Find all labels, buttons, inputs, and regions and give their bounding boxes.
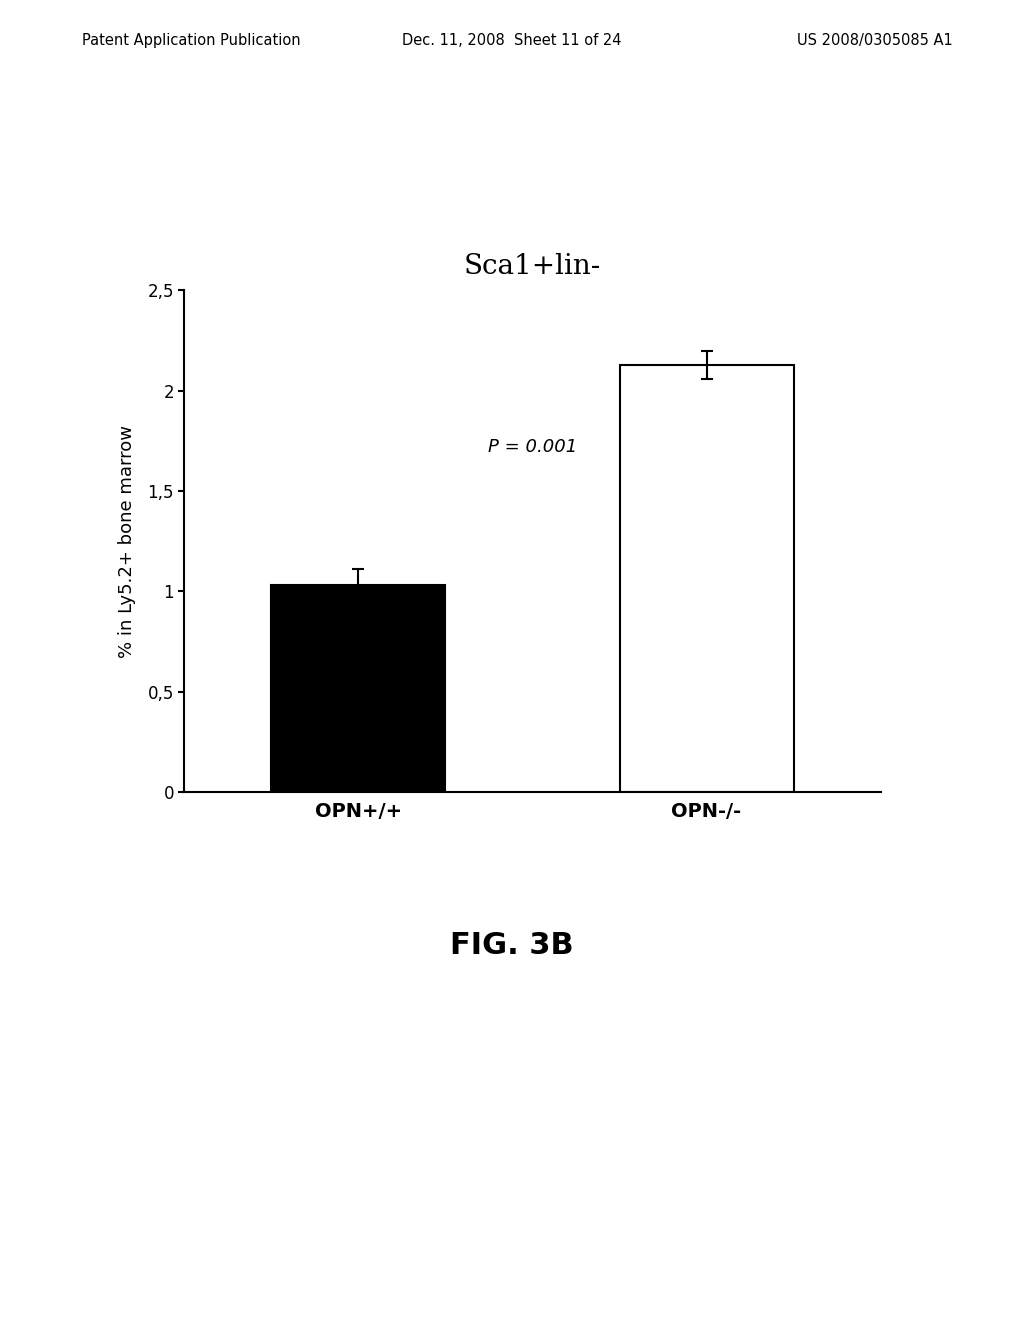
- Text: Patent Application Publication: Patent Application Publication: [82, 33, 301, 48]
- Bar: [271, 585, 445, 792]
- Text: FIG. 3B: FIG. 3B: [451, 931, 573, 960]
- Text: US 2008/0305085 A1: US 2008/0305085 A1: [797, 33, 952, 48]
- Title: Sca1+lin-: Sca1+lin-: [464, 252, 601, 280]
- Y-axis label: % in Ly5.2+ bone marrow: % in Ly5.2+ bone marrow: [119, 425, 136, 657]
- Bar: [620, 364, 794, 792]
- Text: P = 0.001: P = 0.001: [487, 438, 578, 455]
- Text: Dec. 11, 2008  Sheet 11 of 24: Dec. 11, 2008 Sheet 11 of 24: [402, 33, 622, 48]
